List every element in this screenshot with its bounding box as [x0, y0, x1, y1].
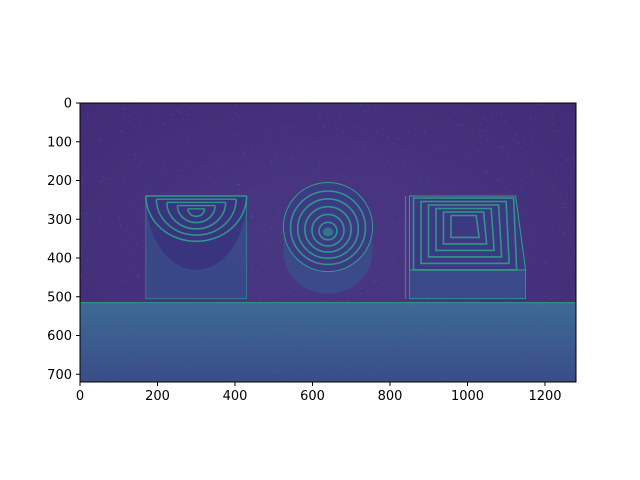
heatmap-image: [80, 103, 576, 382]
plot-frame: [79, 102, 577, 383]
x-tick-label-200: 200: [145, 389, 170, 404]
x-tick-label-0: 0: [76, 389, 84, 404]
x-tick-label-600: 600: [300, 389, 325, 404]
y-tick-label-600: 600: [47, 329, 72, 344]
y-tick-label-400: 400: [47, 252, 72, 267]
square-block: [404, 195, 527, 300]
y-axis-ticks: 0 100 200 300 400 500 600 700: [47, 97, 80, 383]
y-tick-label-700: 700: [47, 368, 72, 383]
y-tick-label-100: 100: [47, 135, 72, 150]
circle-block: [282, 181, 374, 294]
axes: [79, 102, 577, 383]
y-tick-label-200: 200: [47, 174, 72, 189]
floor-region: [80, 302, 576, 382]
semicircle-block: [145, 195, 248, 300]
x-tick-label-400: 400: [223, 389, 248, 404]
x-tick-label-800: 800: [378, 389, 403, 404]
x-axis-ticks: 0 200 400 600 800 1000 1200: [76, 382, 562, 404]
y-tick-label-300: 300: [47, 213, 72, 228]
x-tick-label-1200: 1200: [528, 389, 561, 404]
y-tick-label-500: 500: [47, 290, 72, 305]
x-tick-label-1000: 1000: [451, 389, 484, 404]
y-tick-label-0: 0: [64, 97, 72, 112]
